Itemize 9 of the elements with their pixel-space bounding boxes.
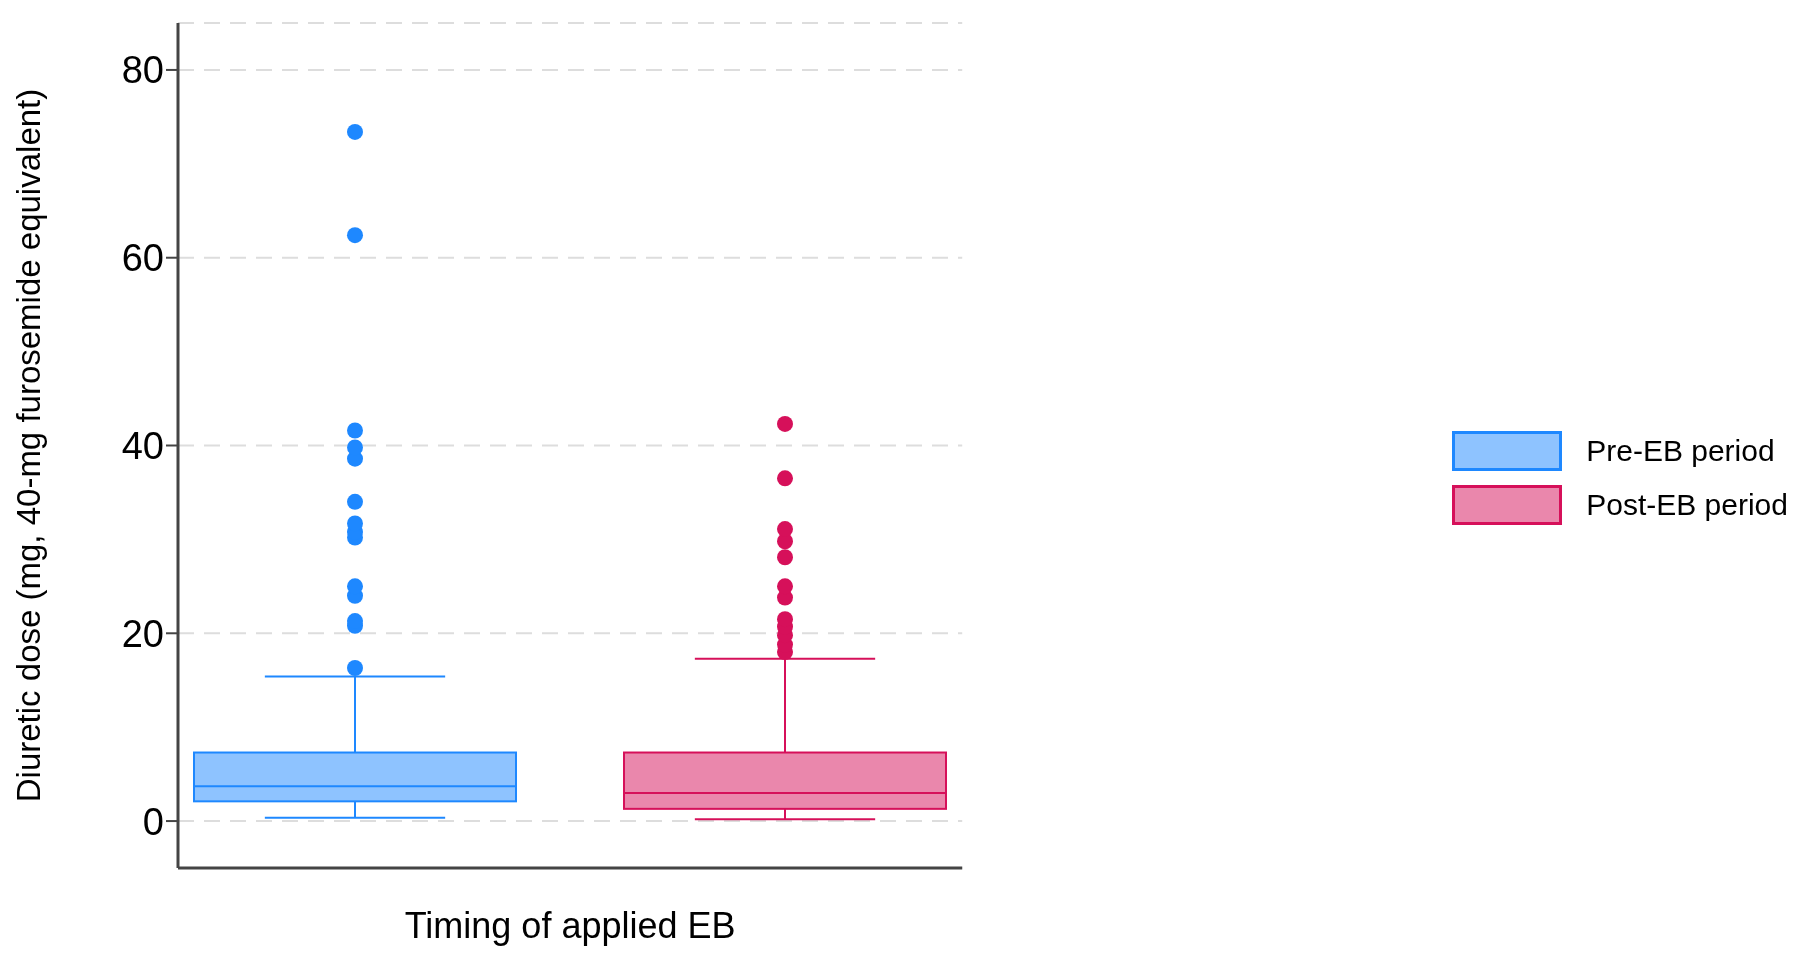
x-axis-title: Timing of applied EB [404, 905, 736, 946]
y-tick-label: 40 [121, 424, 164, 467]
y-tick-label: 80 [121, 49, 164, 92]
y-tick-label: 20 [121, 612, 164, 655]
y-tick-label: 60 [121, 237, 164, 280]
y-tick-label: 0 [142, 800, 164, 843]
y-axis-title: Diuretic dose (mg, 40-mg furosemide equivalent) [9, 88, 47, 803]
legend-label: Post-EB period [1586, 488, 1788, 522]
legend-label: Pre-EB period [1586, 434, 1775, 468]
